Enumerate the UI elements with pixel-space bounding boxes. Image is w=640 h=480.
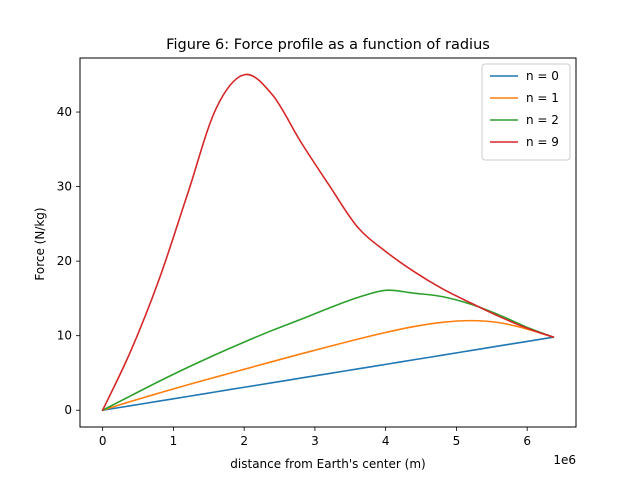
legend-entry-1: n = 1 <box>526 91 559 105</box>
series-line-3 <box>101 73 555 412</box>
y-tick-label: 10 <box>57 329 72 343</box>
legend-box <box>481 63 571 161</box>
series-layer <box>101 73 555 412</box>
x-tick-label: 4 <box>382 434 390 448</box>
x-axis-label: distance from Earth's center (m) <box>230 457 425 471</box>
legend-entry-2: n = 2 <box>526 113 559 127</box>
x-offset-label: 1e6 <box>553 453 576 467</box>
y-tick-label: 0 <box>64 403 72 417</box>
y-axis-label: Force (N/kg) <box>33 207 47 280</box>
chart-title: Figure 6: Force profile as a function of… <box>166 37 490 53</box>
series-line-0 <box>101 336 555 412</box>
x-tick-label: 5 <box>453 434 461 448</box>
x-tick-label: 2 <box>240 434 248 448</box>
y-tick-label: 40 <box>57 105 72 119</box>
legend: n = 0 n = 1 n = 2 n = 9 <box>481 63 571 161</box>
y-tick-label: 30 <box>57 180 72 194</box>
x-tick-label: 6 <box>523 434 531 448</box>
axes-frame <box>79 57 577 428</box>
legend-entry-3: n = 9 <box>526 135 559 149</box>
x-tick-label: 3 <box>311 434 319 448</box>
x-tick-label: 0 <box>99 434 107 448</box>
legend-entry-0: n = 0 <box>526 69 559 83</box>
tick-layer: 0 1 2 3 4 5 6 0 10 20 30 40 <box>57 105 531 448</box>
series-line-1 <box>101 319 555 412</box>
x-tick-label: 1 <box>170 434 178 448</box>
y-tick-label: 20 <box>57 254 72 268</box>
